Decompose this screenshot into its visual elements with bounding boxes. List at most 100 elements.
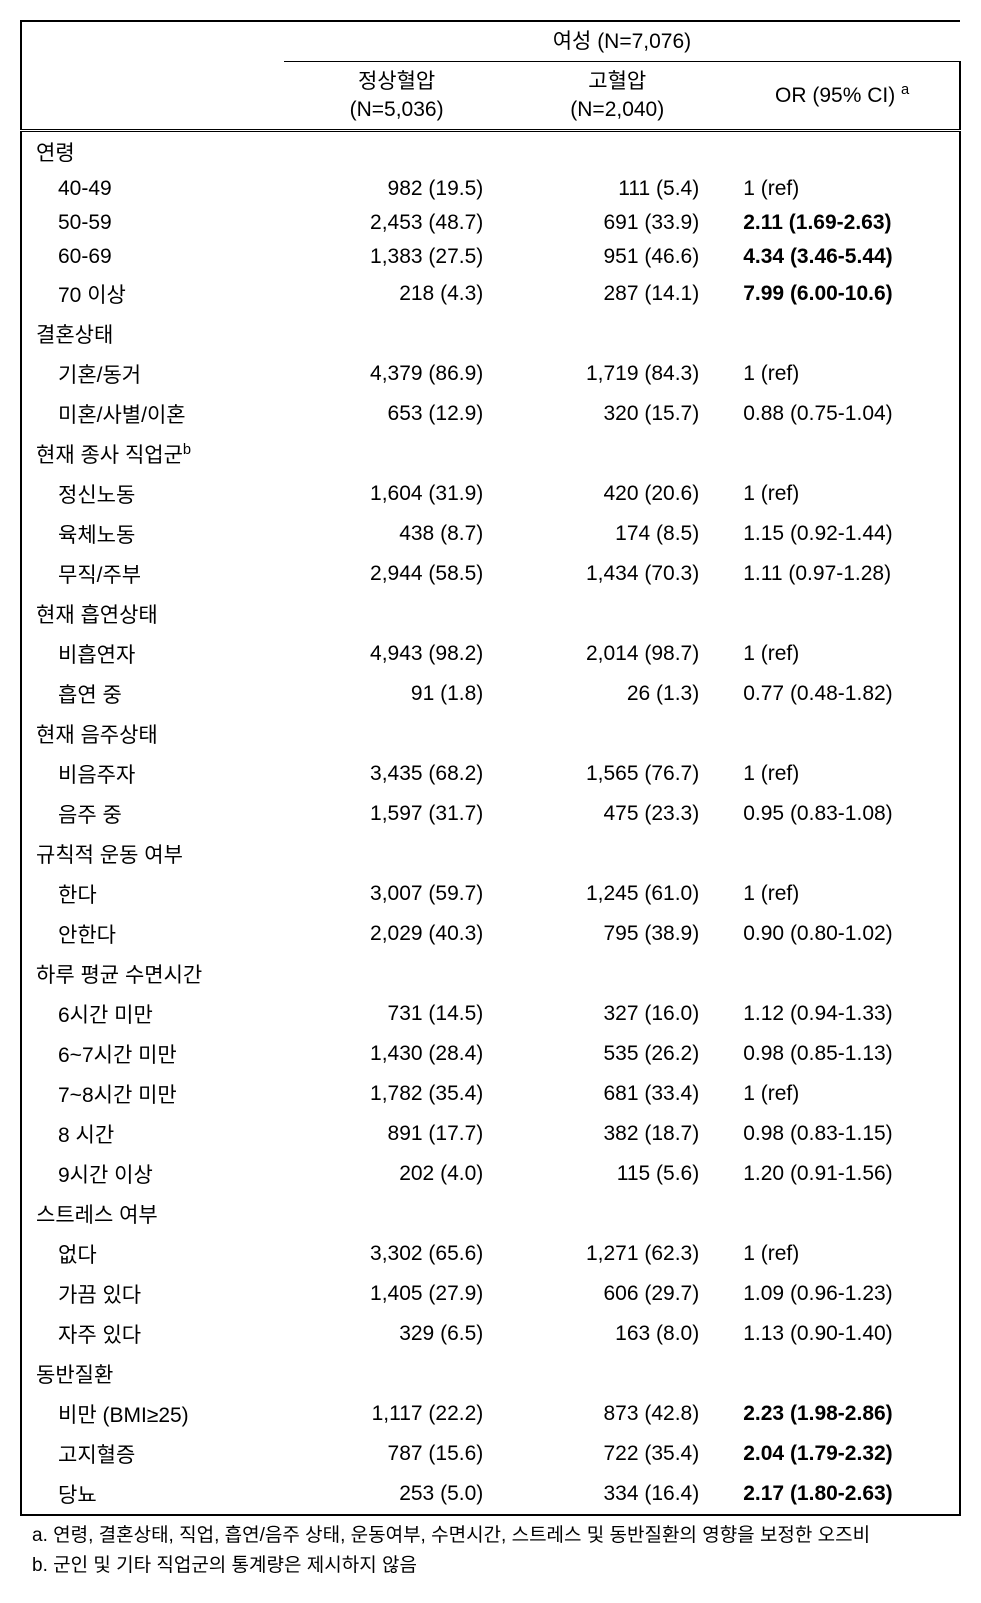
- section-label: 결혼상태: [21, 314, 284, 354]
- normal-value: 329 (6.5): [284, 1314, 509, 1354]
- normal-value: 2,029 (40.3): [284, 914, 509, 954]
- row-label: 없다: [21, 1234, 284, 1274]
- row-label: 흡연 중: [21, 674, 284, 714]
- row-label: 6시간 미만: [21, 994, 284, 1034]
- or-value: 2.11 (1.69-2.63): [725, 206, 960, 240]
- normal-value: 731 (14.5): [284, 994, 509, 1034]
- statistics-table: 여성 (N=7,076) 정상혈압 (N=5,036) 고혈압 (N=2,040…: [20, 20, 961, 1581]
- htn-value: 1,434 (70.3): [509, 554, 725, 594]
- row-label: 7~8시간 미만: [21, 1074, 284, 1114]
- htn-value: 287 (14.1): [509, 274, 725, 314]
- row-label: 9시간 이상: [21, 1154, 284, 1194]
- col-htn-header: 고혈압 (N=2,040): [509, 62, 725, 131]
- normal-value: 2,944 (58.5): [284, 554, 509, 594]
- htn-value: 320 (15.7): [509, 394, 725, 434]
- section-label: 스트레스 여부: [21, 1194, 284, 1234]
- or-value: 2.23 (1.98-2.86): [725, 1394, 960, 1434]
- normal-value: 891 (17.7): [284, 1114, 509, 1154]
- htn-value: 475 (23.3): [509, 794, 725, 834]
- row-label: 60-69: [21, 240, 284, 274]
- row-label: 가끔 있다: [21, 1274, 284, 1314]
- section-label: 동반질환: [21, 1354, 284, 1394]
- htn-value: 795 (38.9): [509, 914, 725, 954]
- normal-value: 2,453 (48.7): [284, 206, 509, 240]
- htn-value: 606 (29.7): [509, 1274, 725, 1314]
- footnote-a: a. 연령, 결혼상태, 직업, 흡연/음주 상태, 운동여부, 수면시간, 스…: [32, 1522, 949, 1551]
- or-value: 2.17 (1.80-2.63): [725, 1474, 960, 1515]
- htn-value: 327 (16.0): [509, 994, 725, 1034]
- or-value: 0.90 (0.80-1.02): [725, 914, 960, 954]
- table-body: 연령40-49982 (19.5)111 (5.4)1 (ref)50-592,…: [21, 130, 960, 1515]
- row-label: 무직/주부: [21, 554, 284, 594]
- htn-value: 1,719 (84.3): [509, 354, 725, 394]
- row-label: 70 이상: [21, 274, 284, 314]
- normal-value: 1,782 (35.4): [284, 1074, 509, 1114]
- row-label: 정신노동: [21, 474, 284, 514]
- or-value: 1 (ref): [725, 172, 960, 206]
- or-value: 1 (ref): [725, 354, 960, 394]
- or-value: 4.34 (3.46-5.44): [725, 240, 960, 274]
- normal-value: 253 (5.0): [284, 1474, 509, 1515]
- htn-value: 1,245 (61.0): [509, 874, 725, 914]
- or-value: 0.77 (0.48-1.82): [725, 674, 960, 714]
- or-value: 1.20 (0.91-1.56): [725, 1154, 960, 1194]
- data-table: 여성 (N=7,076) 정상혈압 (N=5,036) 고혈압 (N=2,040…: [20, 20, 961, 1516]
- normal-value: 202 (4.0): [284, 1154, 509, 1194]
- htn-value: 691 (33.9): [509, 206, 725, 240]
- or-value: 1.09 (0.96-1.23): [725, 1274, 960, 1314]
- or-value: 0.95 (0.83-1.08): [725, 794, 960, 834]
- row-label: 한다: [21, 874, 284, 914]
- section-label: 현재 음주상태: [21, 714, 284, 754]
- htn-value: 334 (16.4): [509, 1474, 725, 1515]
- htn-value: 420 (20.6): [509, 474, 725, 514]
- normal-value: 4,379 (86.9): [284, 354, 509, 394]
- htn-value: 2,014 (98.7): [509, 634, 725, 674]
- row-label: 비만 (BMI≥25): [21, 1394, 284, 1434]
- htn-value: 382 (18.7): [509, 1114, 725, 1154]
- htn-value: 1,565 (76.7): [509, 754, 725, 794]
- or-value: 1.11 (0.97-1.28): [725, 554, 960, 594]
- row-label: 비음주자: [21, 754, 284, 794]
- section-label: 현재 종사 직업군b: [21, 434, 284, 474]
- row-label: 6~7시간 미만: [21, 1034, 284, 1074]
- row-label: 40-49: [21, 172, 284, 206]
- row-label: 육체노동: [21, 514, 284, 554]
- normal-value: 3,302 (65.6): [284, 1234, 509, 1274]
- spanner-header: 여성 (N=7,076): [284, 21, 960, 62]
- or-value: 7.99 (6.00-10.6): [725, 274, 960, 314]
- normal-value: 3,435 (68.2): [284, 754, 509, 794]
- row-label: 음주 중: [21, 794, 284, 834]
- htn-value: 535 (26.2): [509, 1034, 725, 1074]
- section-label: 현재 흡연상태: [21, 594, 284, 634]
- normal-value: 91 (1.8): [284, 674, 509, 714]
- htn-value: 873 (42.8): [509, 1394, 725, 1434]
- htn-value: 174 (8.5): [509, 514, 725, 554]
- row-label: 비흡연자: [21, 634, 284, 674]
- or-value: 0.98 (0.83-1.15): [725, 1114, 960, 1154]
- normal-value: 1,597 (31.7): [284, 794, 509, 834]
- section-label: 연령: [21, 130, 284, 172]
- or-value: 1 (ref): [725, 1234, 960, 1274]
- or-value: 1 (ref): [725, 474, 960, 514]
- section-label: 하루 평균 수면시간: [21, 954, 284, 994]
- normal-value: 1,604 (31.9): [284, 474, 509, 514]
- row-label: 8 시간: [21, 1114, 284, 1154]
- row-label: 당뇨: [21, 1474, 284, 1515]
- footnotes: a. 연령, 결혼상태, 직업, 흡연/음주 상태, 운동여부, 수면시간, 스…: [20, 1522, 961, 1581]
- col-normal-header: 정상혈압 (N=5,036): [284, 62, 509, 131]
- row-label: 50-59: [21, 206, 284, 240]
- normal-value: 1,430 (28.4): [284, 1034, 509, 1074]
- normal-value: 3,007 (59.7): [284, 874, 509, 914]
- htn-value: 111 (5.4): [509, 172, 725, 206]
- htn-value: 951 (46.6): [509, 240, 725, 274]
- or-value: 1 (ref): [725, 754, 960, 794]
- or-value: 1.12 (0.94-1.33): [725, 994, 960, 1034]
- or-value: 1 (ref): [725, 634, 960, 674]
- or-value: 1.13 (0.90-1.40): [725, 1314, 960, 1354]
- normal-value: 982 (19.5): [284, 172, 509, 206]
- htn-value: 115 (5.6): [509, 1154, 725, 1194]
- or-value: 0.98 (0.85-1.13): [725, 1034, 960, 1074]
- normal-value: 438 (8.7): [284, 514, 509, 554]
- row-label: 자주 있다: [21, 1314, 284, 1354]
- htn-value: 163 (8.0): [509, 1314, 725, 1354]
